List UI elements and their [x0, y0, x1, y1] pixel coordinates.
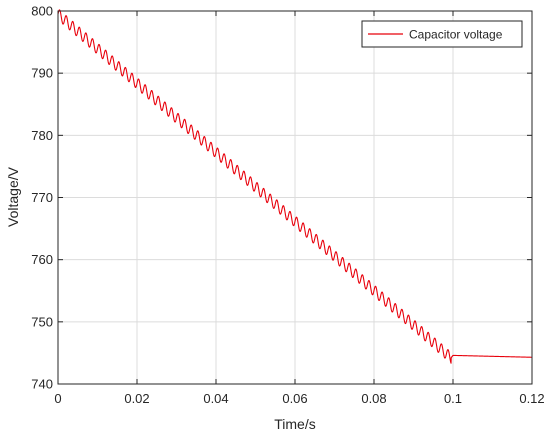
x-tick-label-6: 0.12 — [519, 391, 544, 406]
y-tick-label-6: 800 — [31, 4, 53, 19]
y-tick-label-5: 790 — [31, 66, 53, 81]
legend-label: Capacitor voltage — [409, 28, 503, 42]
y-tick-label-3: 770 — [31, 190, 53, 205]
x-tick-label-1: 0.02 — [124, 391, 149, 406]
series-line-0 — [57, 9, 533, 364]
x-tick-labels: 0 0.02 0.04 0.06 0.08 0.1 0.12 — [54, 391, 544, 406]
grid-lines — [58, 11, 532, 384]
x-tick-label-3: 0.06 — [282, 391, 307, 406]
y-tick-label-1: 750 — [31, 314, 53, 329]
series-layer — [57, 9, 533, 364]
x-tick-label-5: 0.1 — [444, 391, 462, 406]
x-tick-label-2: 0.04 — [203, 391, 228, 406]
ticks — [57, 10, 533, 385]
y-axis-label: Voltage/V — [5, 166, 21, 227]
y-tick-labels: 740 750 760 770 780 790 800 — [31, 4, 53, 392]
x-tick-label-4: 0.08 — [361, 391, 386, 406]
legend: Capacitor voltage — [361, 20, 523, 48]
y-tick-label-0: 740 — [31, 377, 53, 392]
x-axis-label: Time/s — [274, 416, 315, 432]
y-tick-label-2: 760 — [31, 252, 53, 267]
y-tick-label-4: 780 — [31, 128, 53, 143]
x-tick-label-0: 0 — [54, 391, 61, 406]
